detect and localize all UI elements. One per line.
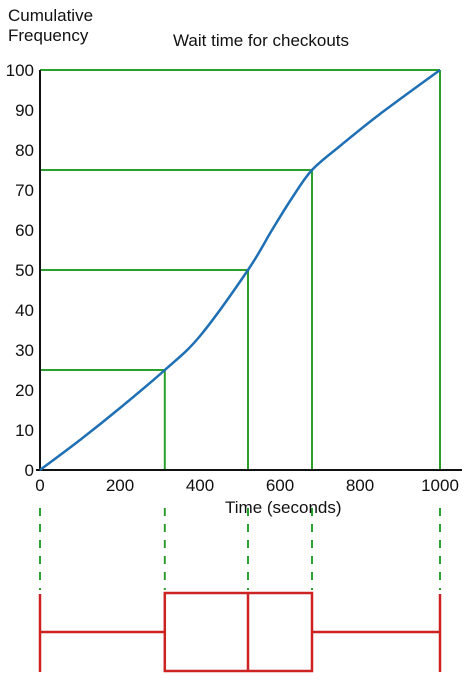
- cumulative-frequency-curve: [39, 68, 441, 472]
- y-tick-label: 40: [15, 301, 34, 320]
- boxplot: [38, 591, 442, 673]
- y-tick-label: 50: [15, 261, 34, 280]
- x-tick-label: 1000: [421, 476, 459, 495]
- y-tick-label: 20: [15, 381, 34, 400]
- x-axis-label: Time (seconds): [225, 498, 342, 517]
- y-tick-label: 80: [15, 141, 34, 160]
- reference-lines: [40, 69, 441, 470]
- x-tick-label: 800: [346, 476, 374, 495]
- series-layer: [39, 68, 441, 472]
- y-tick-label: 100: [6, 61, 34, 80]
- y-tick-label: 60: [15, 221, 34, 240]
- y-tick-label: 0: [25, 461, 34, 480]
- x-tick-label: 200: [106, 476, 134, 495]
- boxplot-box: [163, 591, 314, 673]
- y-tick-label: 30: [15, 341, 34, 360]
- axes: [36, 70, 462, 471]
- x-tick-label: 600: [266, 476, 294, 495]
- y-tick-label: 90: [15, 101, 34, 120]
- x-tick-label: 400: [186, 476, 214, 495]
- y-tick-label: 70: [15, 181, 34, 200]
- chart-title: Wait time for checkouts: [173, 31, 350, 50]
- boxplot-projection-lines: [39, 508, 441, 590]
- y-tick-label: 10: [15, 421, 34, 440]
- y-axis-label: Cumulative Frequency: [8, 6, 94, 45]
- x-tick-label: 0: [35, 476, 44, 495]
